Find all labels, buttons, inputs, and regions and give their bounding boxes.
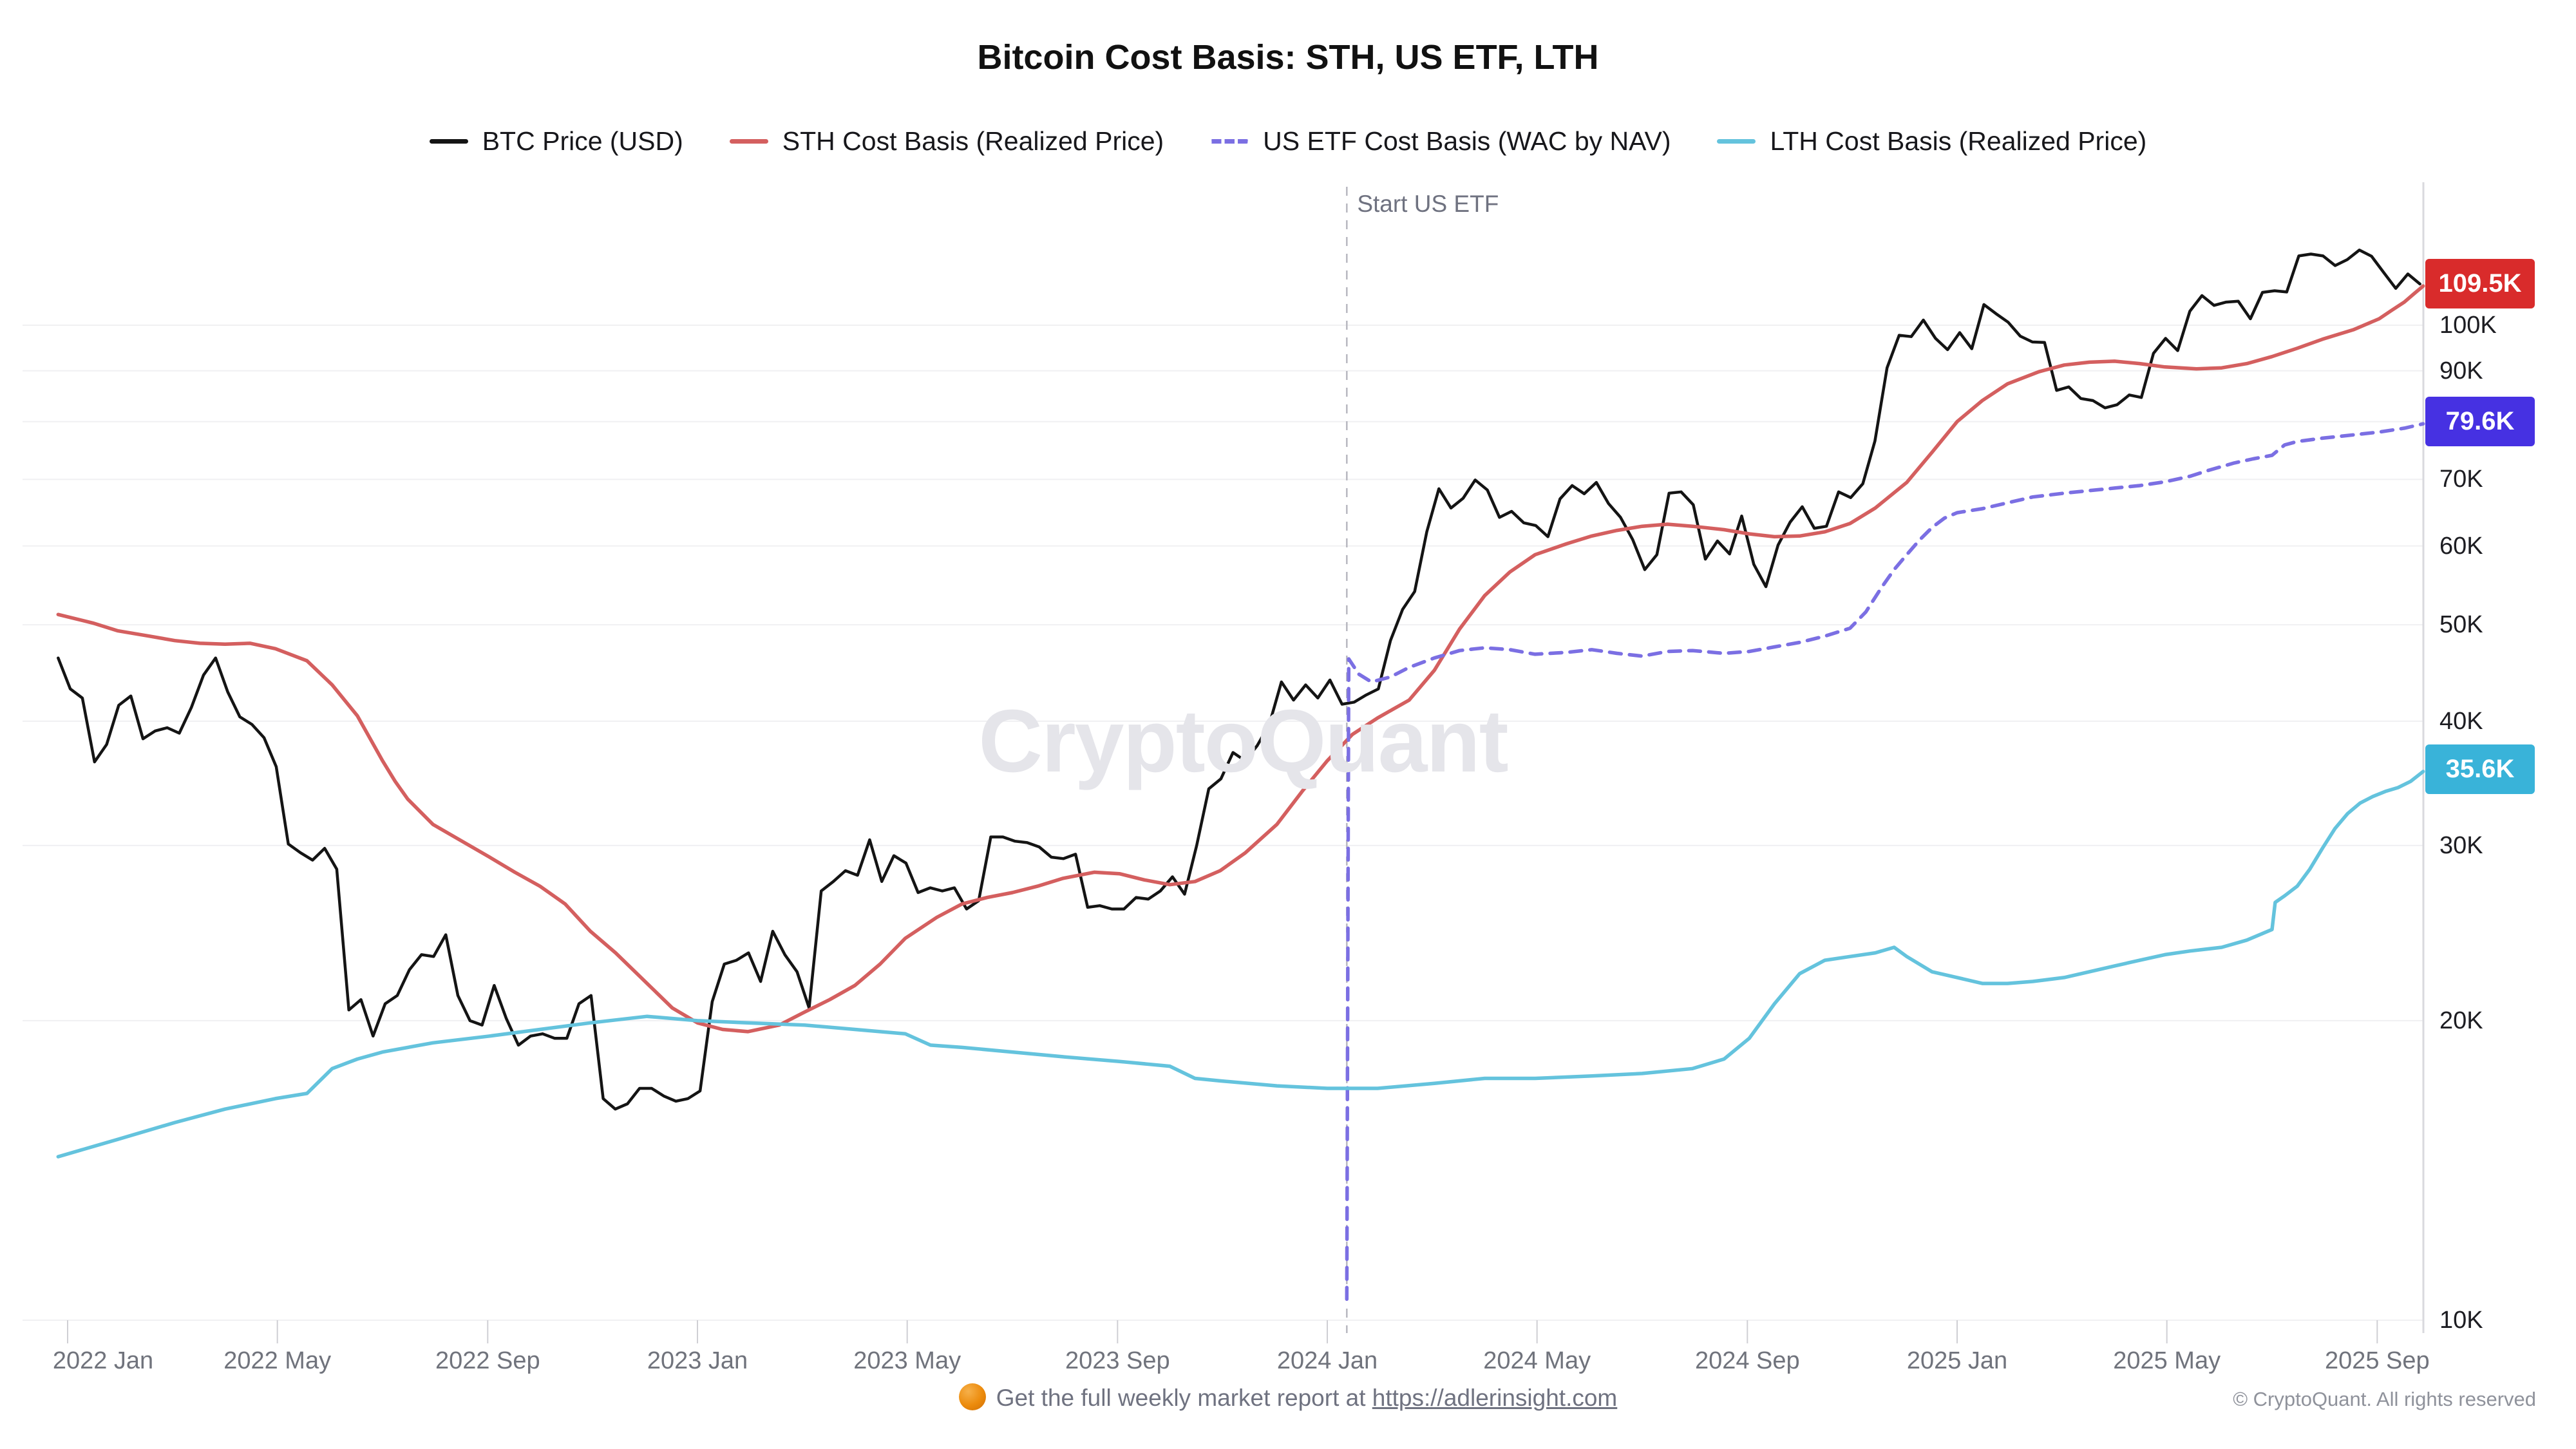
legend-label: US ETF Cost Basis (WAC by NAV) xyxy=(1263,126,1671,156)
y-axis-label-90K: 90K xyxy=(2439,357,2483,384)
x-axis-label: 2023 Sep xyxy=(1065,1347,1170,1374)
legend-swatch-icon xyxy=(429,139,468,144)
footer: Get the full weekly market report at htt… xyxy=(0,1383,2576,1412)
x-axis-label: 2024 Jan xyxy=(1276,1347,1378,1374)
legend-item-btc-price-usd[interactable]: BTC Price (USD) xyxy=(429,126,683,156)
footer-text: Get the full weekly market report at xyxy=(996,1385,1366,1411)
x-axis-label: 2025 Jan xyxy=(1906,1347,2008,1374)
end-value-badge-35.6K: 35.6K xyxy=(2425,744,2535,794)
legend-item-us-etf-cost-basis-wac-by-nav[interactable]: US ETF Cost Basis (WAC by NAV) xyxy=(1210,126,1671,156)
watermark: CryptoQuant xyxy=(978,692,1508,791)
legend-swatch-icon xyxy=(1717,139,1756,144)
etf-start-annotation: Start US ETF xyxy=(1357,191,1499,217)
copyright: © CryptoQuant. All rights reserved xyxy=(2233,1388,2536,1410)
page-title: Bitcoin Cost Basis: STH, US ETF, LTH xyxy=(977,38,1599,77)
y-axis-label-50K: 50K xyxy=(2439,611,2483,639)
x-axis-label: 2025 May xyxy=(2113,1347,2221,1374)
y-axis-label-10K: 10K xyxy=(2439,1307,2483,1334)
y-axis-label-60K: 60K xyxy=(2439,532,2483,560)
x-axis-label: 2022 Sep xyxy=(435,1347,540,1374)
report-link[interactable]: https://adlerinsight.com xyxy=(1372,1385,1618,1411)
end-value-badge-79.6K: 79.6K xyxy=(2425,397,2535,447)
end-value-badge-109.5K: 109.5K xyxy=(2425,259,2535,309)
series-path-1[interactable] xyxy=(57,249,2421,1111)
series-path-4[interactable] xyxy=(56,770,2425,1159)
x-axis-label: 2023 Jan xyxy=(647,1347,748,1374)
legend-item-lth-cost-basis-realized-price[interactable]: LTH Cost Basis (Realized Price) xyxy=(1717,126,2146,156)
y-axis-label-100K: 100K xyxy=(2439,312,2497,339)
series-path-3[interactable] xyxy=(1345,422,2425,1302)
legend-label: LTH Cost Basis (Realized Price) xyxy=(1770,126,2147,156)
legend-label: STH Cost Basis (Realized Price) xyxy=(782,126,1164,156)
series-path-2[interactable] xyxy=(56,284,2425,1034)
legend-swatch-icon xyxy=(729,139,768,144)
y-axis-label-30K: 30K xyxy=(2439,831,2483,859)
legend-label: BTC Price (USD) xyxy=(482,126,683,156)
legend-item-sth-cost-basis-realized-price[interactable]: STH Cost Basis (Realized Price) xyxy=(729,126,1164,156)
legend-swatch-icon xyxy=(1210,139,1249,144)
x-axis-label: 2024 May xyxy=(1483,1347,1591,1374)
y-axis-label-40K: 40K xyxy=(2439,707,2483,735)
x-axis-label: 2024 Sep xyxy=(1694,1347,1800,1374)
x-axis-label: 2022 Jan xyxy=(52,1347,154,1374)
x-axis-label: 2023 May xyxy=(853,1347,961,1374)
orange-circle-icon xyxy=(958,1383,986,1410)
chart-legend: BTC Price (USD) STH Cost Basis (Realized … xyxy=(0,126,2576,156)
x-axis-label: 2022 May xyxy=(223,1347,332,1374)
y-axis-label-20K: 20K xyxy=(2439,1007,2483,1034)
x-axis-label: 2025 Sep xyxy=(2324,1347,2430,1374)
y-axis-label-70K: 70K xyxy=(2439,466,2483,493)
